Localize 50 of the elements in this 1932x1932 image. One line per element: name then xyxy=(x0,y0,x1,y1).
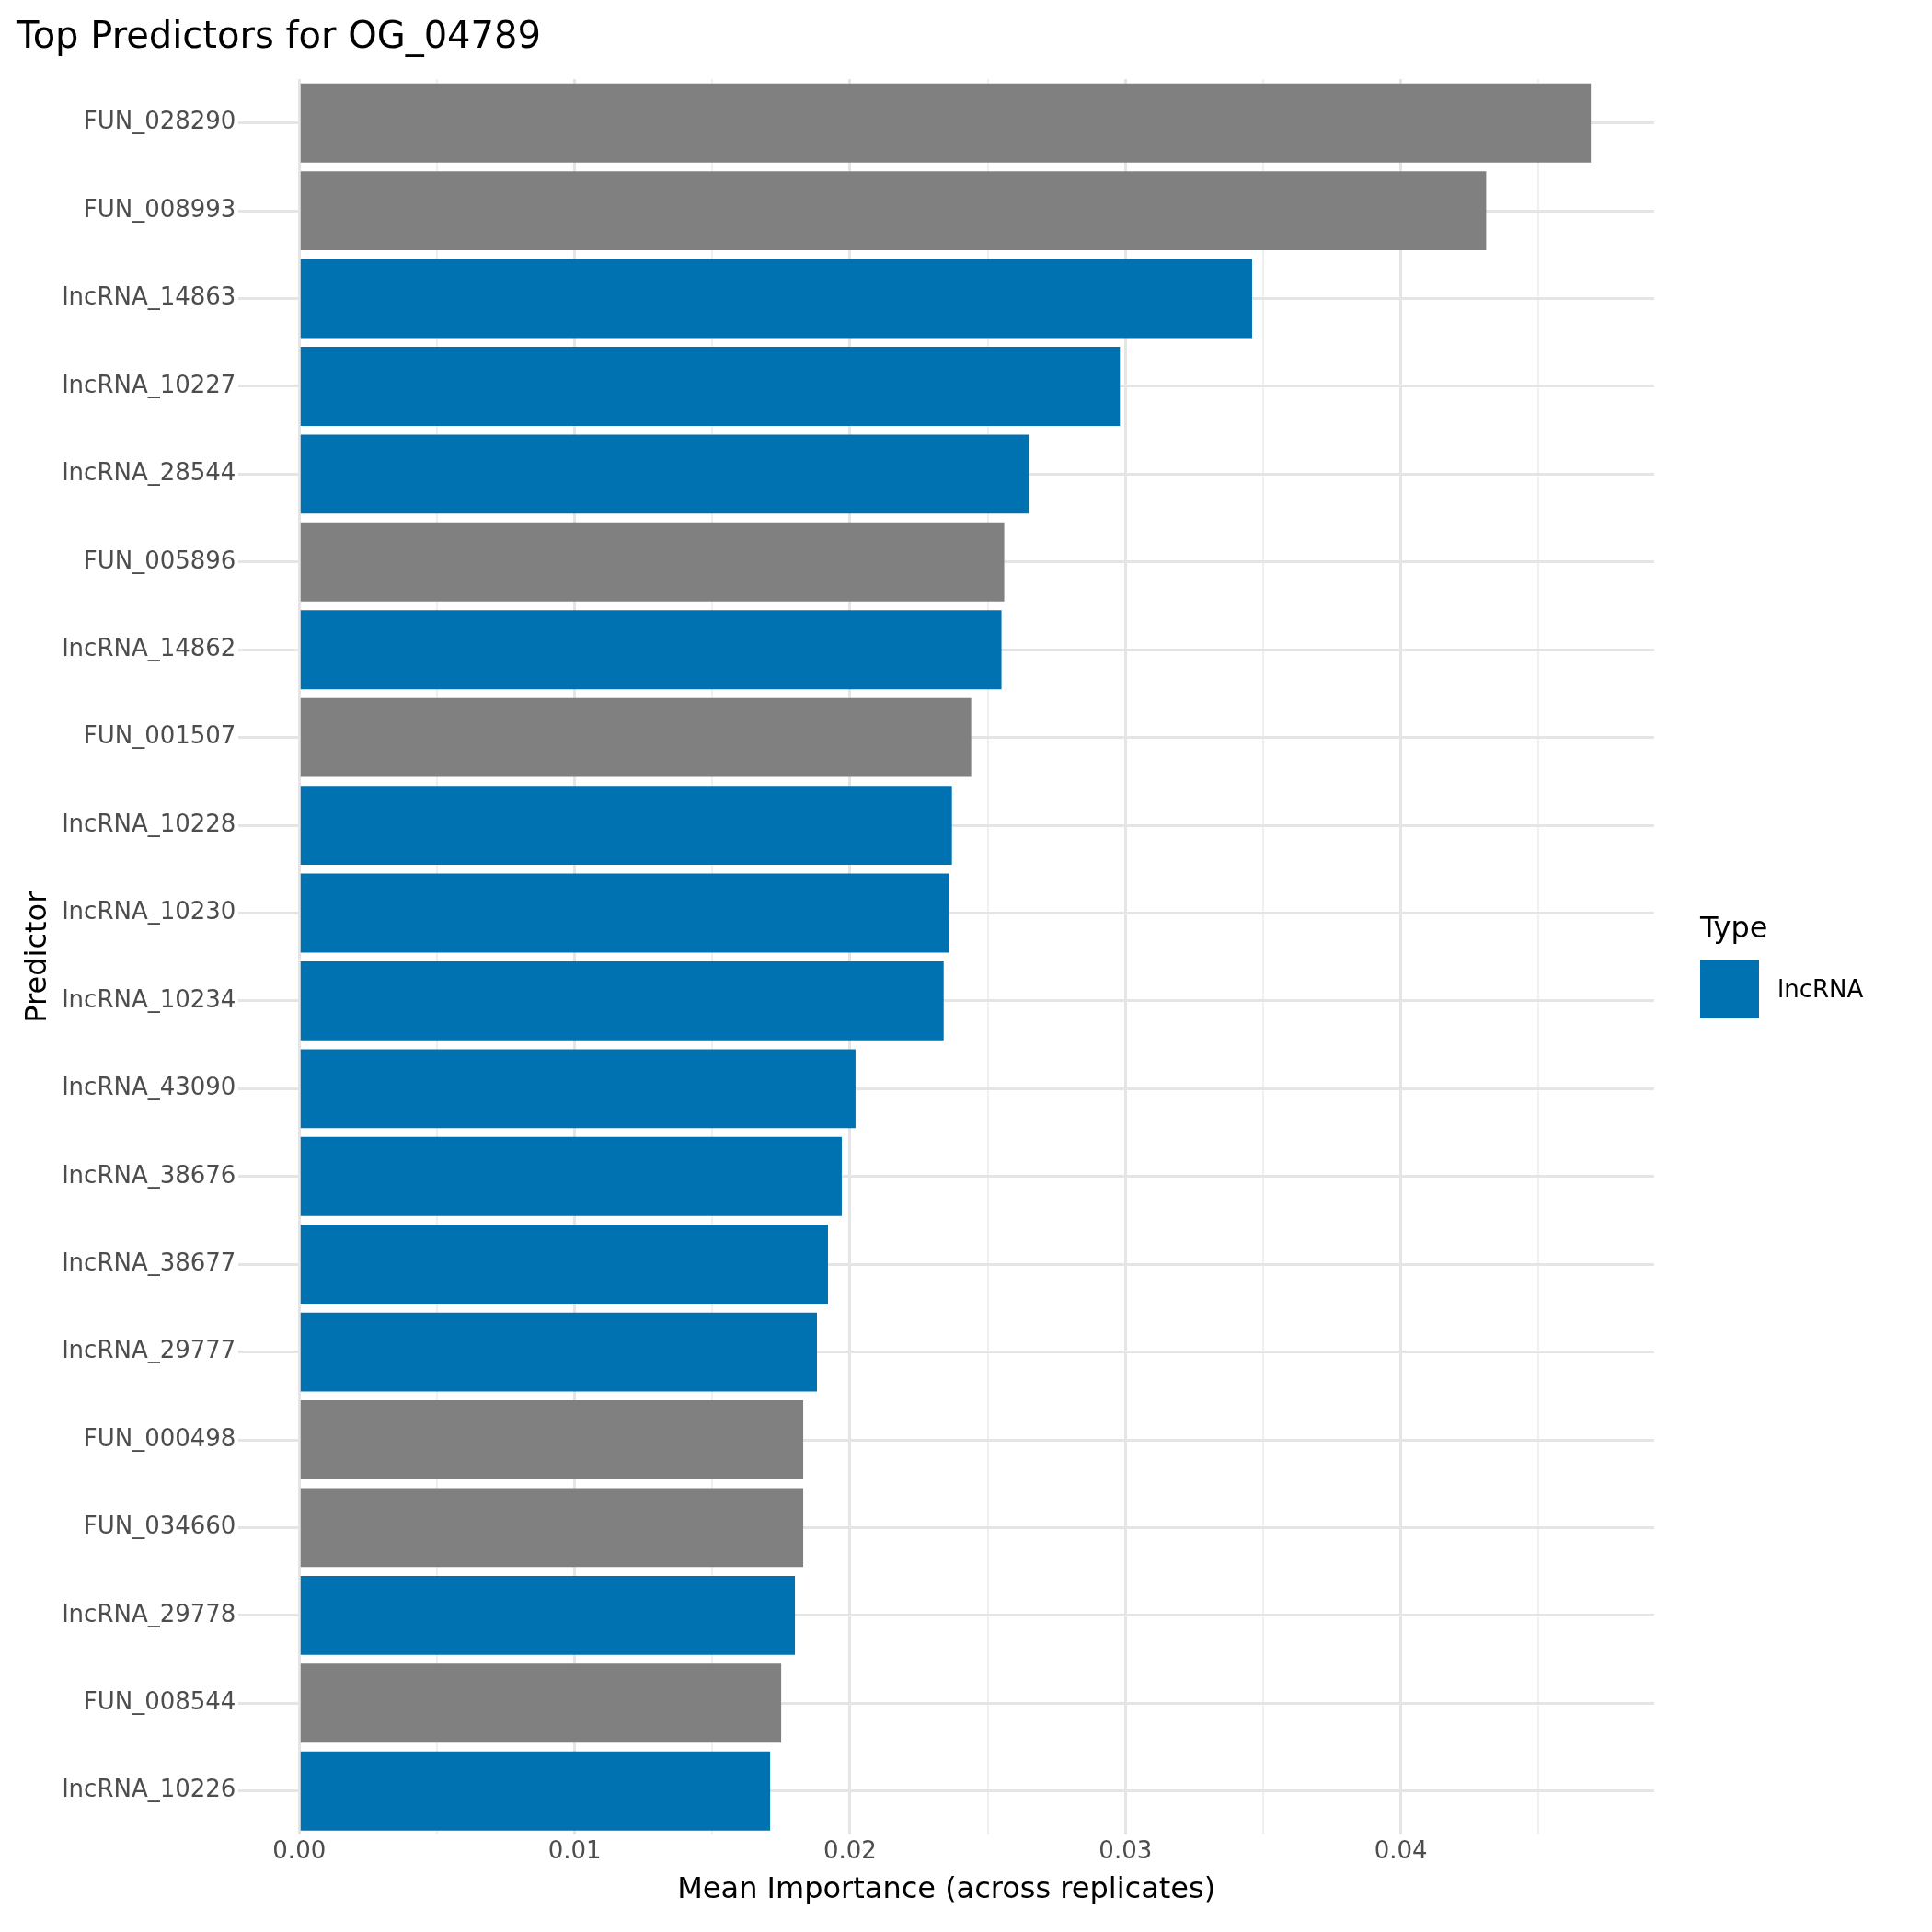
y-tick-label: FUN_001507 xyxy=(83,721,236,750)
y-tick-label: FUN_000498 xyxy=(83,1423,236,1452)
y-tick-label: lncRNA_10227 xyxy=(62,370,236,398)
bar xyxy=(300,1312,818,1392)
bar xyxy=(300,1488,804,1568)
text: lncRNA xyxy=(1777,975,1864,1003)
bar xyxy=(300,786,952,866)
bar xyxy=(300,1225,828,1305)
y-tick-label: lncRNA_29778 xyxy=(62,1599,236,1627)
bar xyxy=(300,960,944,1041)
y-axis-title: Predictor xyxy=(17,890,53,1023)
y-tick-label: FUN_028290 xyxy=(83,107,236,135)
bar xyxy=(300,347,1121,426)
y-tick-label: lncRNA_10228 xyxy=(62,809,236,837)
y-tick-label: lncRNA_10234 xyxy=(62,984,236,1013)
bar xyxy=(300,434,1029,514)
y-tick-label: lncRNA_43090 xyxy=(62,1073,236,1101)
x-tick-label: 0.04 xyxy=(1374,1835,1428,1864)
bar xyxy=(300,259,1252,339)
x-tick-label: 0.01 xyxy=(547,1835,602,1864)
y-tick-label: lncRNA_10230 xyxy=(62,897,236,926)
x-tick-label: 0.03 xyxy=(1098,1835,1153,1864)
bar xyxy=(300,522,1005,602)
y-tick-label: lncRNA_38677 xyxy=(62,1248,236,1276)
y-tick-label: lncRNA_38676 xyxy=(62,1160,236,1189)
bar xyxy=(300,873,949,953)
y-tick-label: lncRNA_10226 xyxy=(62,1775,236,1803)
y-tick-label: FUN_005896 xyxy=(83,546,236,574)
bar xyxy=(300,1575,796,1655)
x-axis-title: Mean Importance (across replicates) xyxy=(677,1870,1216,1906)
bar xyxy=(300,1663,782,1743)
y-tick-label: FUN_008544 xyxy=(83,1687,236,1716)
bar xyxy=(300,171,1487,251)
legend-title: Type xyxy=(1700,910,1769,945)
bar xyxy=(300,1136,842,1216)
chart-title: Top Predictors for OG_04789 xyxy=(16,14,541,58)
x-tick-label: 0.00 xyxy=(272,1835,327,1864)
bar xyxy=(300,83,1592,163)
y-tick-label: FUN_008993 xyxy=(83,194,236,223)
y-tick-label: lncRNA_14862 xyxy=(62,633,236,661)
y-tick-label: lncRNA_14863 xyxy=(62,282,236,311)
y-tick-label: lncRNA_29777 xyxy=(62,1336,236,1364)
y-tick-label: lncRNA_28544 xyxy=(62,458,236,487)
bar xyxy=(300,1400,804,1479)
bar xyxy=(300,610,1002,690)
bar xyxy=(300,1751,771,1831)
bar xyxy=(300,697,972,777)
x-tick-label: 0.02 xyxy=(822,1835,877,1864)
y-tick-label: FUN_034660 xyxy=(83,1512,236,1540)
bar xyxy=(300,1049,856,1129)
